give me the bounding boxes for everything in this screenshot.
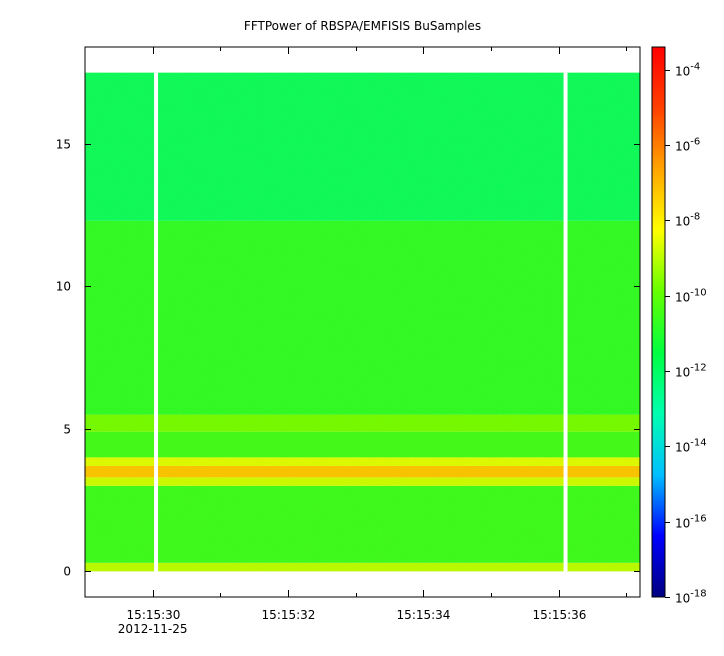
colorbar-tick-exp-0: -4: [690, 62, 700, 73]
y-tick-label-0: 0: [63, 565, 71, 579]
colorbar-tick-exp-5: -14: [690, 438, 706, 449]
plot-area: [85, 72, 640, 572]
colorbar-tick-base-5: 10: [675, 441, 690, 455]
x-tick-label-2: 15:15:34: [397, 608, 451, 622]
colorbar-tick-base-3: 10: [675, 291, 690, 305]
colorbar-tick-exp-1: -6: [690, 137, 700, 148]
y-tick-label-2: 10: [56, 280, 71, 294]
colorbar-tick-base-0: 10: [675, 65, 690, 79]
colorbar-tick-label-2: 10-8: [675, 212, 700, 229]
x-date-label: 2012-11-25: [118, 622, 188, 636]
colorbar-tick-base-6: 10: [675, 517, 690, 531]
y-tick-label-3: 15: [56, 138, 71, 152]
colorbar-tick-label-3: 10-10: [675, 288, 707, 305]
colorbar-tick-base-4: 10: [675, 366, 690, 380]
colorbar: [652, 47, 665, 597]
colorbar-tick-label-7: 10-18: [675, 589, 707, 606]
colorbar-tick-label-6: 10-16: [675, 514, 707, 531]
x-axis: 15:15:30 15:15:32 15:15:34 15:15:36: [127, 47, 627, 622]
noise-texture: [85, 72, 640, 572]
colorbar-tick-base-1: 10: [675, 140, 690, 154]
y-tick-label-1: 5: [63, 423, 71, 437]
colorbar-tick-base-7: 10: [675, 592, 690, 606]
colorbar-tick-exp-2: -8: [690, 212, 700, 223]
x-tick-label-3: 15:15:36: [533, 608, 587, 622]
colorbar-tick-label-5: 10-14: [675, 438, 707, 455]
data-gap-0: [154, 72, 159, 572]
colorbar-tick-exp-6: -16: [690, 514, 706, 525]
colorbar-tick-exp-7: -18: [690, 589, 706, 600]
colorbar-frame: [651, 46, 666, 598]
colorbar-tick-exp-3: -10: [690, 288, 706, 299]
data-gap-1: [563, 72, 568, 572]
y-axis: 0 5 10 15: [56, 138, 640, 579]
colorbar-tick-label-1: 10-6: [675, 137, 700, 154]
colorbar-tick-label-0: 10-4: [675, 62, 700, 79]
colorbar-tick-label-4: 10-12: [675, 363, 707, 380]
x-tick-label-1: 15:15:32: [262, 608, 316, 622]
x-tick-label-0: 15:15:30: [127, 608, 181, 622]
colorbar-tick-exp-4: -12: [690, 363, 706, 374]
chart-title: FFTPower of RBSPA/EMFISIS BuSamples: [244, 19, 481, 33]
plot-frame: [84, 46, 641, 598]
colorbar-tick-base-2: 10: [675, 215, 690, 229]
